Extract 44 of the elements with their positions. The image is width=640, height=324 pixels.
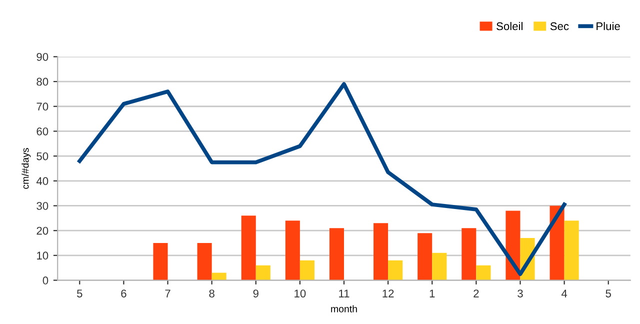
- x-tick-label: 3: [518, 290, 523, 298]
- x-tick-label: 7: [165, 290, 170, 298]
- y-tick-label: 80: [36, 78, 48, 86]
- y-tick-label: 10: [37, 252, 48, 260]
- x-tick-label: 10: [294, 290, 306, 298]
- legend-label: Sec: [550, 22, 569, 30]
- bar: [300, 260, 314, 280]
- x-tick-label: 9: [253, 290, 258, 298]
- x-tick-label: 11: [339, 290, 350, 298]
- bar: [462, 228, 476, 280]
- y-tick-label: 70: [36, 102, 48, 111]
- y-tick-label: 40: [36, 177, 48, 186]
- bar: [285, 220, 300, 280]
- legend-label: Pluie: [596, 22, 620, 30]
- y-tick-label: 60: [36, 127, 48, 136]
- bar: [432, 252, 447, 280]
- bar: [197, 243, 212, 280]
- bar: [418, 233, 432, 280]
- x-tick-label: 5: [606, 290, 611, 298]
- line-series: [78, 82, 566, 276]
- x-tick-label: 1: [430, 290, 435, 298]
- y-tick-label: 30: [36, 202, 48, 210]
- bar: [241, 216, 256, 280]
- x-axis-title: month: [331, 305, 357, 312]
- y-tick-label: 90: [36, 52, 48, 61]
- x-tick-label: 12: [382, 290, 394, 298]
- y-axis-title: cm/#days: [22, 148, 31, 189]
- x-tick-label: 6: [121, 290, 126, 298]
- bar: [564, 220, 579, 280]
- bar: [374, 223, 388, 280]
- bar: [153, 243, 168, 280]
- legend-label: Soleil: [496, 22, 522, 30]
- x-tick-label: 4: [561, 290, 568, 298]
- x-tick-label: 8: [209, 290, 214, 298]
- y-tick-label: 0: [42, 276, 48, 284]
- bar: [256, 265, 270, 280]
- x-tick-label: 5: [76, 290, 82, 298]
- bar: [329, 228, 344, 280]
- bar: [550, 206, 564, 280]
- x-tick-label: 2: [474, 290, 479, 298]
- y-tick-label: 50: [36, 152, 48, 160]
- bar: [388, 260, 403, 280]
- bar: [476, 265, 491, 280]
- y-tick-label: 20: [36, 226, 48, 235]
